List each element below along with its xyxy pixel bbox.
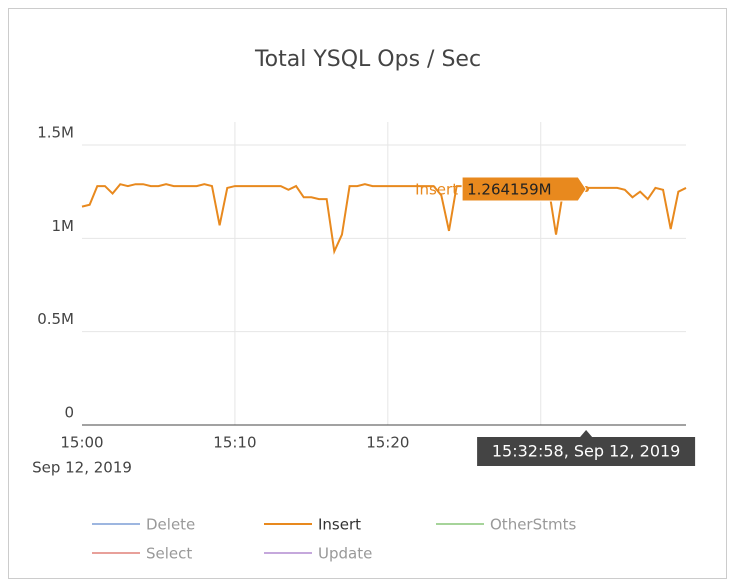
y-tick-label: 1M bbox=[52, 217, 75, 235]
y-tick-label: 1.5M bbox=[37, 124, 74, 142]
x-tick-label: 15:10 bbox=[213, 434, 256, 452]
hover-x-box bbox=[477, 430, 696, 466]
hover-x-label: 15:32:58, Sep 12, 2019 bbox=[492, 442, 681, 461]
legend-label[interactable]: OtherStmts bbox=[490, 516, 576, 534]
x-tick-label: 15:00 bbox=[60, 434, 103, 452]
chart-title: Total YSQL Ops / Sec bbox=[254, 47, 481, 72]
legend-label[interactable]: Select bbox=[146, 545, 192, 563]
x-tick-label: 15:20 bbox=[366, 434, 409, 452]
legend-label[interactable]: Update bbox=[318, 545, 372, 563]
hover-box bbox=[461, 176, 587, 202]
hover-series: Insert bbox=[415, 181, 458, 199]
panel-border bbox=[8, 8, 727, 579]
hover-value: 1.264159M bbox=[467, 181, 552, 199]
y-tick-label: 0 bbox=[64, 404, 74, 422]
x-date-label: Sep 12, 2019 bbox=[32, 459, 132, 477]
legend-label[interactable]: Insert bbox=[318, 516, 361, 534]
y-tick-label: 0.5M bbox=[37, 310, 74, 328]
legend-label[interactable]: Delete bbox=[146, 516, 195, 534]
